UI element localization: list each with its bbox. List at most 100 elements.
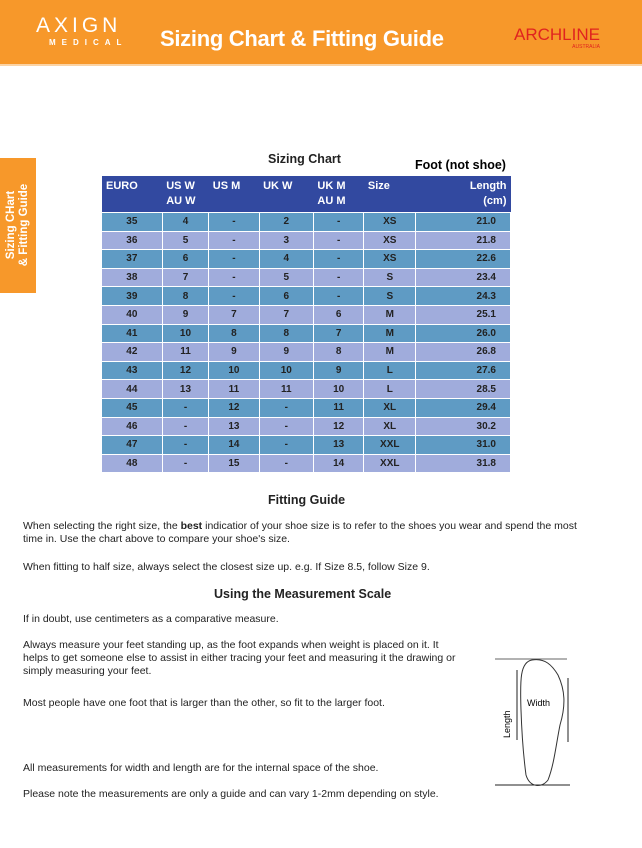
table-cell: 26.8 [415, 342, 511, 362]
measure-paragraph-3: Most people have one foot that is larger… [23, 697, 385, 709]
table-cell: 11 [259, 379, 314, 399]
page-title: Sizing Chart & Fitting Guide [160, 26, 444, 51]
axign-logo: AXIGN MEDICAL [36, 14, 128, 47]
table-cell: 22.6 [415, 249, 511, 269]
length-label: Length [502, 710, 512, 738]
table-cell: 48 [102, 453, 163, 473]
table-cell: 43 [102, 360, 163, 380]
column-header: Length (cm) [415, 176, 511, 213]
column-header: UK M AU M [313, 176, 364, 213]
table-cell: 39 [102, 286, 163, 306]
column-header: Size [363, 176, 416, 213]
column-header: US M [208, 176, 260, 213]
header-bar: AXIGN MEDICAL Sizing Chart & Fitting Guid… [0, 0, 642, 66]
table-cell: 11 [208, 379, 260, 399]
table-cell: 8 [313, 342, 365, 362]
table-cell: 13 [208, 416, 260, 436]
table-cell: 31.0 [415, 435, 511, 455]
column-header: UK W [259, 176, 314, 213]
table-cell: - [313, 249, 365, 269]
table-cell: - [208, 267, 260, 287]
table-cell: XS [363, 249, 417, 269]
table-cell: - [208, 249, 260, 269]
table-cell: 26.0 [415, 323, 511, 343]
table-row: 40 9 7 7 6 M 25.1 [102, 304, 511, 325]
table-cell: - [259, 416, 314, 436]
table-row: 43 12 10 10 9 L 27.6 [102, 360, 511, 380]
table-cell: 35 [102, 212, 163, 232]
table-cell: 7 [259, 304, 314, 325]
table-cell: XL [363, 397, 417, 418]
table-cell: - [208, 212, 260, 232]
fitting-paragraph-2: When fitting to half size, always select… [23, 561, 430, 573]
table-cell: 13 [313, 435, 365, 455]
table-cell: 3 [259, 230, 314, 250]
table-cell: 28.5 [415, 379, 511, 399]
table-cell: 9 [313, 360, 365, 380]
column-header: US W AU W [162, 176, 209, 213]
table-cell: 37 [102, 249, 163, 269]
table-cell: - [162, 397, 210, 418]
table-cell: 27.6 [415, 360, 511, 380]
measure-paragraph-5: Please note the measurements are only a … [23, 788, 439, 800]
table-cell: XL [363, 416, 417, 436]
table-cell: - [162, 453, 210, 473]
table-cell: 24.3 [415, 286, 511, 306]
table-cell: 45 [102, 397, 163, 418]
table-cell: 12 [162, 360, 210, 380]
table-row: 35 4-2- XS 21.0 [102, 212, 511, 232]
table-cell: 9 [208, 342, 260, 362]
table-cell: 7 [208, 304, 260, 325]
table-cell: S [363, 286, 417, 306]
table-cell: 14 [313, 453, 365, 473]
table-cell: 29.4 [415, 397, 511, 418]
table-cell: 31.8 [415, 453, 511, 473]
table-row: 44 13 11 11 10 L 28.5 [102, 379, 511, 399]
table-cell: 7 [162, 267, 210, 287]
table-cell: 6 [162, 249, 210, 269]
width-label: Width [527, 698, 550, 708]
table-cell: - [162, 435, 210, 455]
table-cell: 15 [208, 453, 260, 473]
table-cell: - [162, 416, 210, 436]
table-cell: 8 [259, 323, 314, 343]
table-row: 46-13-12 XL 30.2 [102, 416, 511, 436]
table-cell: XXL [363, 435, 417, 455]
table-cell: - [313, 286, 365, 306]
table-cell: 12 [313, 416, 365, 436]
table-row: 38 7-5- S 23.4 [102, 267, 511, 287]
table-cell: - [313, 267, 365, 287]
table-cell: - [259, 397, 314, 418]
measurement-title: Using the Measurement Scale [214, 587, 392, 601]
table-cell: 38 [102, 267, 163, 287]
table-cell: M [363, 342, 417, 362]
column-header: EURO [102, 176, 163, 213]
table-cell: S [363, 267, 417, 287]
measure-paragraph-1: If in doubt, use centimeters as a compar… [23, 613, 279, 625]
table-row: 36 5-3- XS 21.8 [102, 230, 511, 250]
table-cell: 36 [102, 230, 163, 250]
table-cell: 42 [102, 342, 163, 362]
table-cell: 4 [259, 249, 314, 269]
table-cell: - [208, 286, 260, 306]
side-tab: Sizing CHart & Fitting Guide [0, 158, 36, 293]
table-row: 41 10 8 8 7 M 26.0 [102, 323, 511, 343]
table-cell: 23.4 [415, 267, 511, 287]
table-cell: - [259, 435, 314, 455]
table-cell: 10 [259, 360, 314, 380]
table-cell: 41 [102, 323, 163, 343]
table-cell: 6 [259, 286, 314, 306]
fitting-guide-title: Fitting Guide [268, 493, 346, 507]
table-cell: 11 [162, 342, 210, 362]
table-row: 42 11 9 9 8 M 26.8 [102, 342, 511, 362]
table-cell: L [363, 360, 417, 380]
table-cell: - [313, 212, 365, 232]
table-cell: 47 [102, 435, 163, 455]
table-row: 47-14-13 XXL 31.0 [102, 435, 511, 455]
table-cell: 8 [208, 323, 260, 343]
table-cell: XXL [363, 453, 417, 473]
table-cell: XS [363, 230, 417, 250]
table-cell: 11 [313, 397, 365, 418]
table-cell: 2 [259, 212, 314, 232]
table-cell: 6 [313, 304, 365, 325]
